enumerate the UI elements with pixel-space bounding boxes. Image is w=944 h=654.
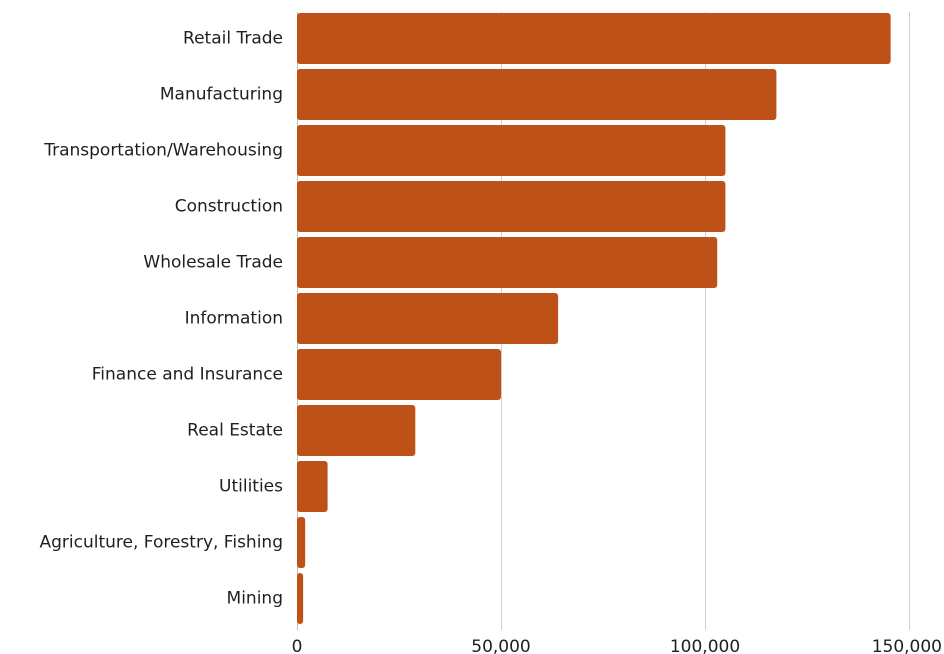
bar	[297, 349, 501, 400]
bar	[297, 13, 891, 64]
x-tick-label: 0	[292, 637, 303, 654]
bar	[297, 293, 559, 344]
bar	[297, 461, 328, 512]
bar	[297, 69, 777, 120]
category-label: Finance and Insurance	[92, 365, 283, 385]
category-label: Manufacturing	[160, 85, 283, 105]
category-labels: Retail Trade Manufacturing Transportation/…	[39, 29, 283, 609]
category-label: Wholesale Trade	[143, 253, 283, 273]
x-tick-label: 50,000	[471, 637, 530, 654]
category-label: Utilities	[219, 477, 283, 497]
category-label: Information	[185, 309, 283, 329]
bar	[297, 573, 304, 624]
category-label: Construction	[175, 197, 283, 217]
category-label: Real Estate	[187, 421, 283, 441]
bars	[297, 13, 891, 624]
bar	[297, 517, 306, 568]
x-tick-label: 150,000	[872, 637, 942, 654]
category-label: Agriculture, Forestry, Fishing	[39, 533, 283, 553]
x-tick-label: 100,000	[670, 637, 740, 654]
bar	[297, 181, 726, 232]
bar	[297, 237, 718, 288]
category-label: Transportation/Warehousing	[43, 141, 283, 161]
category-label: Retail Trade	[183, 29, 283, 49]
category-label: Mining	[227, 589, 283, 609]
bar	[297, 405, 416, 456]
bar	[297, 125, 726, 176]
x-tick-labels: 0 50,000 100,000 150,000	[292, 637, 942, 654]
